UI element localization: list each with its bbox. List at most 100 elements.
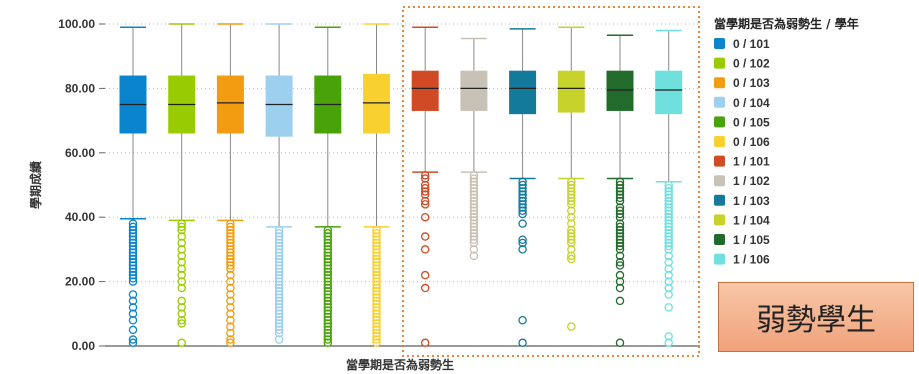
outlier-point bbox=[518, 238, 527, 248]
outlier-point bbox=[518, 203, 527, 212]
outlier-point bbox=[420, 180, 430, 190]
legend-item: 0 / 101 bbox=[714, 37, 770, 51]
outlier-point bbox=[128, 229, 138, 238]
outlier-point bbox=[323, 306, 333, 315]
iqr-box bbox=[655, 70, 683, 115]
outlier-point bbox=[567, 200, 576, 209]
outlier-point bbox=[177, 277, 186, 286]
outlier-point bbox=[323, 235, 333, 244]
outlier-point bbox=[274, 248, 284, 257]
outlier-point bbox=[615, 212, 625, 222]
outlier-point bbox=[323, 280, 333, 290]
outlier-point bbox=[177, 264, 186, 273]
outlier-point bbox=[664, 225, 673, 235]
outlier-point bbox=[664, 196, 673, 206]
outlier-point bbox=[372, 274, 381, 283]
legend-swatch bbox=[714, 253, 725, 265]
outlier-point bbox=[567, 251, 576, 261]
outlier-point bbox=[469, 193, 479, 203]
outlier-point bbox=[177, 258, 186, 267]
outlier-point bbox=[226, 283, 235, 293]
box-0105 bbox=[314, 26, 342, 348]
legend-swatch bbox=[714, 155, 725, 167]
outlier-point bbox=[372, 267, 381, 277]
outlier-point bbox=[420, 270, 430, 280]
outlier-point bbox=[420, 338, 430, 348]
legend-label: 0 / 101 bbox=[733, 37, 770, 51]
outlier-point bbox=[323, 309, 333, 319]
outlier-point bbox=[323, 232, 333, 241]
outlier-point bbox=[372, 238, 381, 248]
outlier-point bbox=[615, 206, 625, 216]
outlier-point bbox=[226, 245, 235, 254]
outlier-point bbox=[323, 299, 333, 309]
outlier-point bbox=[469, 180, 479, 190]
box-1106 bbox=[655, 29, 683, 348]
outlier-point bbox=[177, 270, 186, 280]
y-tick-label: 20.00 bbox=[65, 275, 95, 289]
outlier-point bbox=[372, 306, 381, 315]
outlier-point bbox=[226, 251, 235, 261]
outlier-point bbox=[128, 277, 138, 286]
outlier-point bbox=[469, 235, 479, 244]
legend-label: 1 / 104 bbox=[733, 213, 770, 227]
outlier-point bbox=[664, 180, 673, 190]
iqr-box bbox=[265, 75, 293, 137]
legend-item: 1 / 106 bbox=[714, 253, 770, 267]
iqr-box bbox=[606, 70, 634, 111]
y-tick-label: 100.00 bbox=[58, 17, 95, 31]
iqr-box bbox=[411, 70, 439, 111]
outlier-point bbox=[420, 212, 430, 222]
outlier-point bbox=[128, 264, 138, 273]
legend-item: 1 / 104 bbox=[714, 213, 770, 227]
outlier-point bbox=[518, 196, 527, 206]
outlier-point bbox=[567, 232, 576, 241]
outlier-point bbox=[226, 264, 235, 273]
legend-item: 1 / 102 bbox=[714, 174, 770, 188]
outlier-point bbox=[274, 241, 284, 251]
box-1104 bbox=[557, 26, 585, 331]
outlier-point bbox=[518, 180, 527, 190]
outlier-point bbox=[177, 219, 186, 228]
legend-item: 1 / 103 bbox=[714, 194, 770, 208]
outlier-point bbox=[372, 328, 381, 338]
box-series bbox=[119, 23, 683, 348]
outlier-point bbox=[372, 270, 381, 280]
outlier-point bbox=[567, 238, 576, 248]
outlier-point bbox=[323, 245, 333, 254]
outlier-point bbox=[177, 283, 186, 293]
outlier-point bbox=[226, 277, 235, 286]
outlier-point bbox=[323, 261, 333, 270]
outlier-point bbox=[372, 254, 381, 264]
legend-swatch bbox=[714, 38, 725, 49]
outlier-point bbox=[469, 187, 479, 196]
outlier-point bbox=[615, 232, 625, 241]
outlier-point bbox=[567, 235, 576, 244]
outlier-point bbox=[518, 190, 527, 199]
outlier-point bbox=[274, 309, 284, 319]
outlier-point bbox=[274, 315, 284, 325]
outlier-point bbox=[420, 232, 430, 241]
outlier-point bbox=[567, 190, 576, 199]
outlier-point bbox=[567, 196, 576, 206]
legend-item: 0 / 104 bbox=[714, 96, 770, 110]
outlier-point bbox=[226, 241, 235, 251]
outlier-point bbox=[664, 190, 673, 199]
outlier-point bbox=[567, 219, 576, 228]
outlier-point bbox=[177, 238, 186, 248]
outlier-point bbox=[226, 248, 235, 257]
outlier-point bbox=[323, 332, 333, 341]
legend-swatch bbox=[714, 175, 725, 187]
outlier-point bbox=[372, 251, 381, 261]
outlier-point bbox=[274, 245, 284, 254]
y-axis-title: 學期成績 bbox=[28, 161, 43, 209]
outlier-point bbox=[177, 309, 186, 319]
legend-swatch bbox=[714, 77, 725, 89]
outlier-point bbox=[469, 225, 479, 235]
outlier-point bbox=[323, 238, 333, 248]
outlier-point bbox=[567, 212, 576, 222]
outlier-point bbox=[518, 338, 527, 348]
outlier-point bbox=[518, 209, 527, 219]
box-0103 bbox=[216, 23, 244, 348]
legend-label: 1 / 105 bbox=[733, 233, 770, 247]
